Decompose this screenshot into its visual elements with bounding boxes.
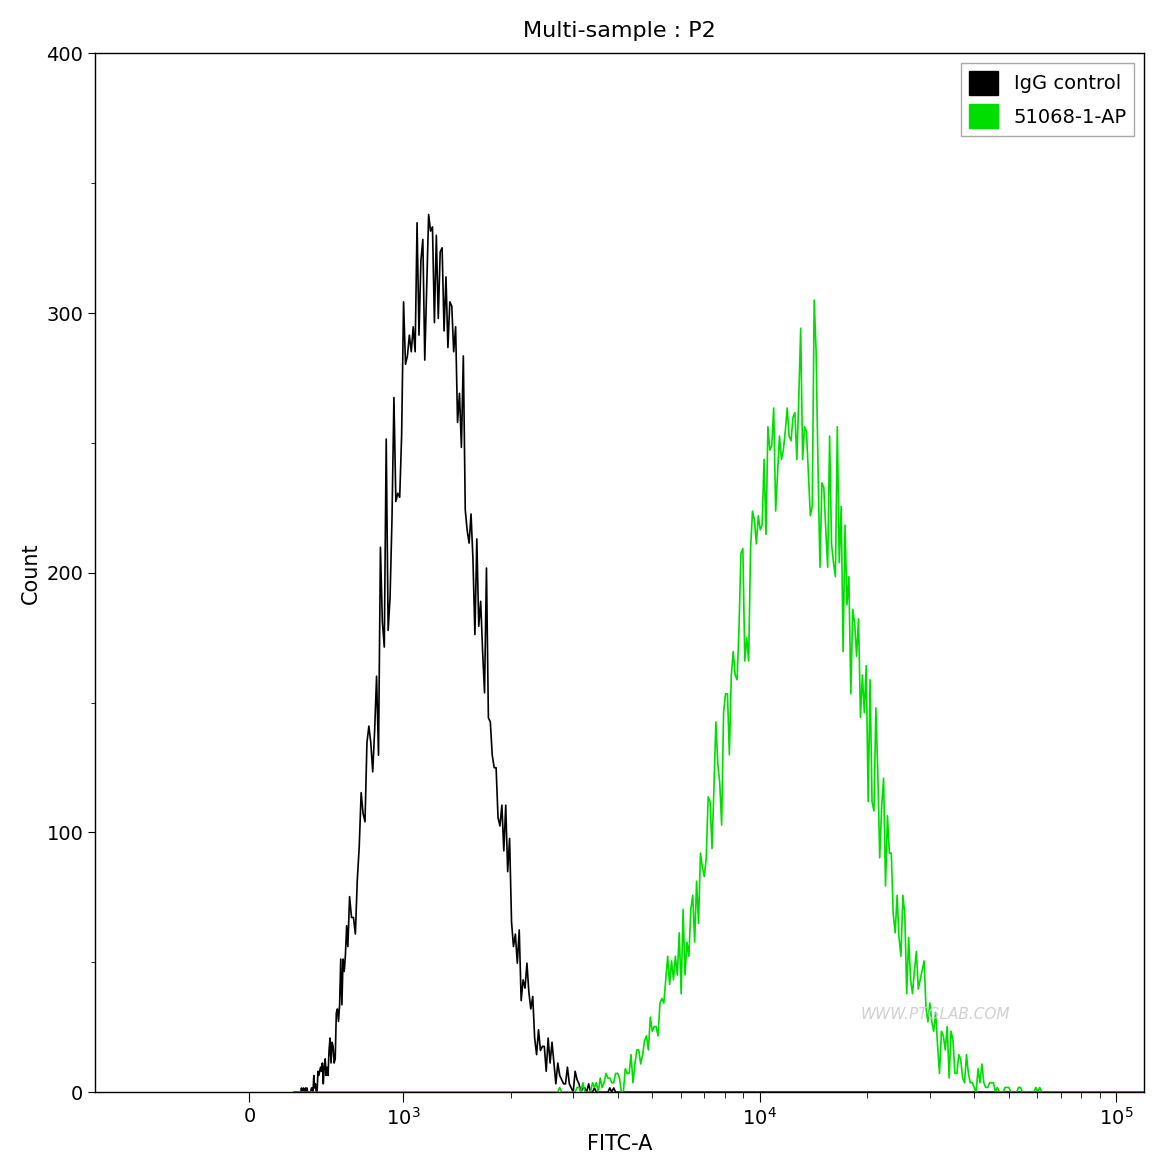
Title: Multi-sample : P2: Multi-sample : P2 [523,21,716,41]
51068-1-AP [1066,1085,1080,1099]
IgG control [520,956,534,971]
51068-1-AP [518,1085,532,1099]
IgG control [963,1085,977,1099]
51068-1-AP [288,1085,302,1099]
X-axis label: FITC-A: FITC-A [587,1134,652,1154]
51068-1-AP [963,1075,977,1089]
Text: WWW.PTGLAB.COM: WWW.PTGLAB.COM [861,1007,1010,1022]
IgG control [1066,1085,1080,1099]
IgG control [336,952,350,966]
IgG control [714,1085,728,1099]
Legend: IgG control, 51068-1-AP: IgG control, 51068-1-AP [961,63,1135,136]
Line: IgG control: IgG control [295,215,1165,1092]
51068-1-AP [336,1085,350,1099]
51068-1-AP [395,1085,409,1099]
Line: 51068-1-AP: 51068-1-AP [295,300,1165,1092]
51068-1-AP [713,776,727,790]
51068-1-AP [807,293,821,307]
Y-axis label: Count: Count [21,542,41,604]
IgG control [395,428,409,442]
IgG control [422,208,436,222]
IgG control [288,1085,302,1099]
